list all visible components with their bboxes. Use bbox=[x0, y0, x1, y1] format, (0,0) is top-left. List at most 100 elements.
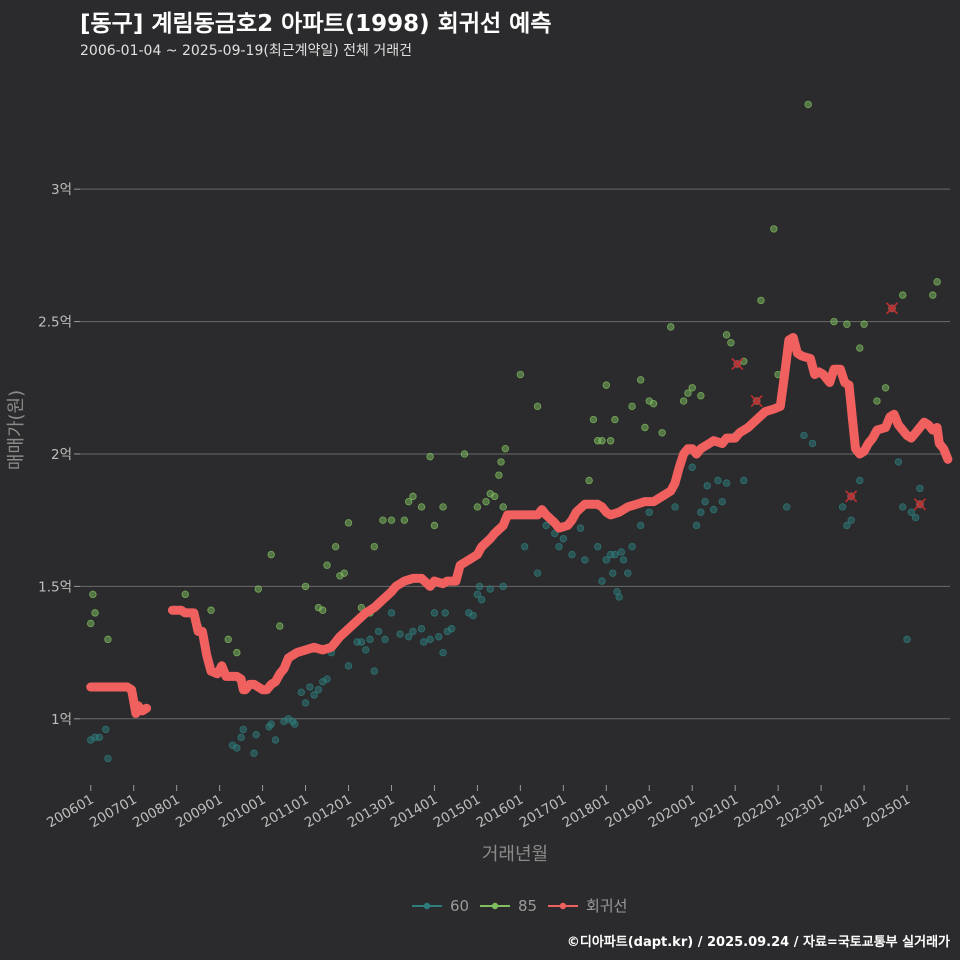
data-point bbox=[606, 437, 615, 445]
grid-lines bbox=[80, 188, 950, 720]
data-point bbox=[267, 720, 275, 728]
data-point bbox=[722, 331, 731, 339]
highlight-cross bbox=[750, 394, 763, 408]
data-point bbox=[684, 389, 692, 397]
data-point bbox=[254, 585, 262, 593]
legend-label: 60 bbox=[450, 897, 469, 915]
data-point bbox=[899, 503, 907, 511]
data-point bbox=[873, 397, 881, 405]
data-point bbox=[95, 733, 104, 742]
data-point bbox=[319, 606, 327, 614]
data-point bbox=[594, 542, 602, 551]
data-point bbox=[894, 458, 903, 466]
data-point bbox=[381, 635, 389, 644]
data-point bbox=[907, 508, 916, 516]
data-point bbox=[473, 503, 482, 511]
data-point bbox=[478, 595, 486, 604]
data-point bbox=[658, 429, 666, 437]
data-point bbox=[404, 633, 413, 641]
footer-credit: ©디아파트(dapt.kr) / 2025.09.24 / 자료=국토교통부 실… bbox=[566, 935, 950, 950]
data-point bbox=[838, 503, 847, 511]
data-point bbox=[568, 550, 576, 559]
regression-line bbox=[86, 333, 953, 718]
regression-segment bbox=[167, 333, 953, 695]
data-point bbox=[520, 542, 529, 551]
x-tick-label: 202101 bbox=[689, 792, 742, 832]
data-point bbox=[91, 609, 99, 617]
data-point bbox=[576, 524, 585, 532]
x-tick-label: 200701 bbox=[87, 792, 140, 832]
data-point bbox=[430, 609, 439, 617]
data-point bbox=[323, 675, 331, 683]
data-point bbox=[619, 556, 628, 564]
legend-label: 회귀선 bbox=[586, 897, 627, 915]
data-point bbox=[331, 542, 340, 551]
data-point bbox=[722, 479, 731, 487]
x-tick-label: 202401 bbox=[817, 792, 870, 832]
data-point bbox=[370, 667, 378, 675]
x-tick-label: 200901 bbox=[173, 792, 226, 832]
data-point bbox=[718, 497, 726, 506]
data-point bbox=[447, 625, 456, 633]
chart-subtitle: 2006-01-04 ~ 2025-09-19(최근계약일) 전체 거래건 bbox=[80, 43, 412, 59]
data-point bbox=[757, 296, 765, 305]
y-tick-label: 2억 bbox=[51, 447, 72, 463]
data-point bbox=[441, 609, 449, 617]
data-point bbox=[611, 415, 619, 424]
data-point bbox=[628, 402, 636, 411]
data-point bbox=[404, 497, 413, 506]
data-point bbox=[374, 627, 383, 636]
data-point bbox=[628, 542, 636, 551]
data-point bbox=[636, 521, 645, 530]
x-tick-label: 201501 bbox=[431, 792, 484, 832]
data-point bbox=[362, 646, 370, 654]
data-point bbox=[366, 635, 374, 644]
data-point bbox=[344, 519, 353, 527]
data-point bbox=[181, 590, 189, 599]
data-point bbox=[830, 317, 838, 326]
y-axis-title: 매매가(원) bbox=[6, 390, 27, 470]
y-tick-label: 3억 bbox=[51, 182, 72, 198]
data-point bbox=[409, 492, 417, 501]
data-point bbox=[207, 606, 215, 614]
data-point bbox=[581, 556, 589, 564]
data-point bbox=[602, 381, 610, 389]
data-point bbox=[602, 556, 610, 564]
x-tick-label: 202001 bbox=[646, 792, 699, 832]
data-point bbox=[847, 516, 855, 524]
data-point bbox=[770, 225, 778, 233]
x-tick-label: 201101 bbox=[259, 792, 312, 832]
data-point bbox=[344, 662, 353, 670]
data-point bbox=[102, 725, 110, 734]
data-point bbox=[617, 548, 626, 556]
x-tick-label: 201301 bbox=[345, 792, 398, 832]
data-point bbox=[497, 458, 505, 466]
data-point bbox=[469, 611, 477, 620]
x-tick-label: 201901 bbox=[603, 792, 656, 832]
data-point bbox=[688, 463, 696, 471]
data-point bbox=[370, 542, 378, 551]
regression-segment bbox=[86, 682, 152, 718]
data-point bbox=[641, 423, 649, 432]
data-point bbox=[783, 503, 791, 511]
y-axis: 1억 1.5억 2억 2.5억 3억 bbox=[38, 182, 80, 728]
data-point bbox=[435, 633, 443, 641]
data-point bbox=[533, 569, 542, 577]
highlight-cross bbox=[885, 302, 899, 315]
x-tick-label: 201201 bbox=[302, 792, 355, 832]
data-point bbox=[899, 291, 907, 299]
data-point bbox=[516, 370, 525, 379]
legend-label: 85 bbox=[518, 897, 537, 915]
x-tick-label: 201401 bbox=[388, 792, 441, 832]
data-point bbox=[697, 392, 705, 400]
data-point bbox=[615, 593, 623, 601]
data-point bbox=[933, 278, 941, 286]
data-point bbox=[804, 100, 812, 109]
data-point bbox=[426, 452, 434, 461]
data-point bbox=[611, 550, 619, 559]
data-point bbox=[306, 683, 314, 691]
data-point bbox=[310, 691, 318, 699]
data-point bbox=[542, 521, 550, 530]
data-point bbox=[624, 569, 632, 577]
data-point bbox=[499, 582, 507, 591]
